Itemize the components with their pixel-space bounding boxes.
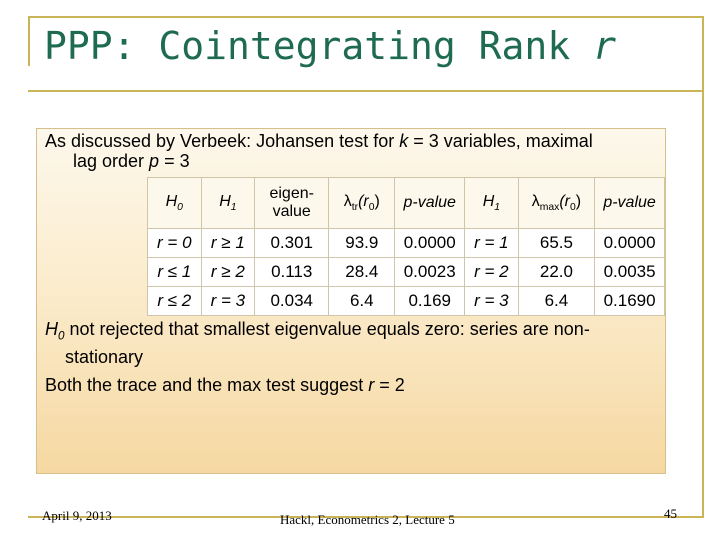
title-prefix: PPP: Cointegrating Rank: [44, 24, 594, 68]
intro-p: p: [149, 151, 160, 171]
conclusion-line2: stationary: [65, 346, 144, 367]
conclusion-line3-r: r: [368, 374, 375, 395]
footer-page-number: 45: [664, 506, 677, 521]
cell-eigenvalue: 0.113: [254, 257, 330, 287]
intro-part3: lag order: [73, 151, 150, 171]
footer-course: Hackl, Econometrics 2, Lecture 5: [280, 512, 455, 527]
cell-h1-max: r = 2: [464, 257, 519, 287]
frame-top-line: [28, 16, 704, 18]
slide-title: PPP: Cointegrating Rank r: [44, 24, 616, 68]
conclusion-h-sub: 0: [58, 329, 65, 343]
header-p-value-trace: p-value: [394, 177, 466, 229]
cell-h1-max: r = 1: [464, 228, 519, 258]
cell-h0: r ≤ 2: [147, 286, 202, 316]
intro-part1: As discussed by Verbeek: Johansen test f…: [45, 131, 400, 151]
intro-k: k: [399, 131, 409, 151]
table-row: r ≤ 2 r = 3 0.034 6.4 0.169 r = 3 6.4 0.…: [147, 286, 665, 316]
header-lambda-tr: λtr(r0): [328, 177, 396, 229]
table-header-row: H0 H1 eigen-value λtr(r0) p-value H1 λma…: [147, 177, 665, 229]
header-p-value-max: p-value: [594, 177, 665, 229]
conclusion-line3-part2: = 2: [374, 374, 405, 395]
cell-lambda-max: 6.4: [517, 286, 596, 316]
conclusion-line1: not rejected that smallest eigenvalue eq…: [64, 319, 590, 339]
frame-divider-line: [28, 90, 704, 92]
cell-h0: r = 0: [147, 228, 202, 258]
cell-p-value-max: 0.0000: [594, 228, 665, 258]
header-h1-max: H1: [464, 177, 519, 229]
intro-line2: lag order p = 3: [45, 151, 665, 171]
cell-h1: r = 3: [200, 286, 256, 316]
cell-lambda-max: 22.0: [517, 257, 596, 287]
frame-left-line: [28, 16, 30, 66]
cell-h0: r ≤ 1: [147, 257, 202, 287]
table-row: r = 0 r ≥ 1 0.301 93.9 0.0000 r = 1 65.5…: [147, 228, 665, 258]
cell-h1-max: r = 3: [464, 286, 519, 316]
cell-p-value-trace: 0.0000: [394, 228, 466, 258]
cell-lambda-tr: 6.4: [328, 286, 396, 316]
cell-eigenvalue: 0.034: [254, 286, 330, 316]
cell-p-value-max: 0.0035: [594, 257, 665, 287]
header-h1: H1: [200, 177, 256, 229]
cell-h1: r ≥ 1: [200, 228, 256, 258]
header-h0: H0: [147, 177, 202, 229]
frame-right-line: [702, 16, 704, 516]
cell-h1: r ≥ 2: [200, 257, 256, 287]
intro-part2: = 3 variables, maximal: [408, 131, 593, 151]
footer-date: April 9, 2013: [42, 508, 112, 523]
cell-eigenvalue: 0.301: [254, 228, 330, 258]
frame-bottom-line: [28, 516, 704, 518]
conclusion-line3: Both the trace and the max test suggest …: [45, 375, 665, 395]
conclusion-line3-part1: Both the trace and the max test suggest: [45, 374, 369, 395]
cell-lambda-max: 65.5: [517, 228, 596, 258]
intro-text: As discussed by Verbeek: Johansen test f…: [45, 131, 665, 171]
table-row: r ≤ 1 r ≥ 2 0.113 28.4 0.0023 r = 2 22.0…: [147, 257, 665, 287]
cell-p-value-trace: 0.169: [394, 286, 466, 316]
cell-lambda-tr: 28.4: [328, 257, 396, 287]
title-variable: r: [593, 24, 616, 68]
header-eigenvalue: eigen-value: [254, 177, 330, 229]
intro-part4: = 3: [159, 151, 190, 171]
content-box: As discussed by Verbeek: Johansen test f…: [36, 128, 666, 474]
conclusion-text: H0 not rejected that smallest eigenvalue…: [45, 319, 665, 395]
conclusion-h: H: [45, 319, 58, 339]
cell-p-value-max: 0.1690: [594, 286, 665, 316]
header-lambda-max: λmax(r0): [517, 177, 596, 229]
johansen-results-table: H0 H1 eigen-value λtr(r0) p-value H1 λma…: [147, 177, 665, 316]
cell-p-value-trace: 0.0023: [394, 257, 466, 287]
cell-lambda-tr: 93.9: [328, 228, 396, 258]
